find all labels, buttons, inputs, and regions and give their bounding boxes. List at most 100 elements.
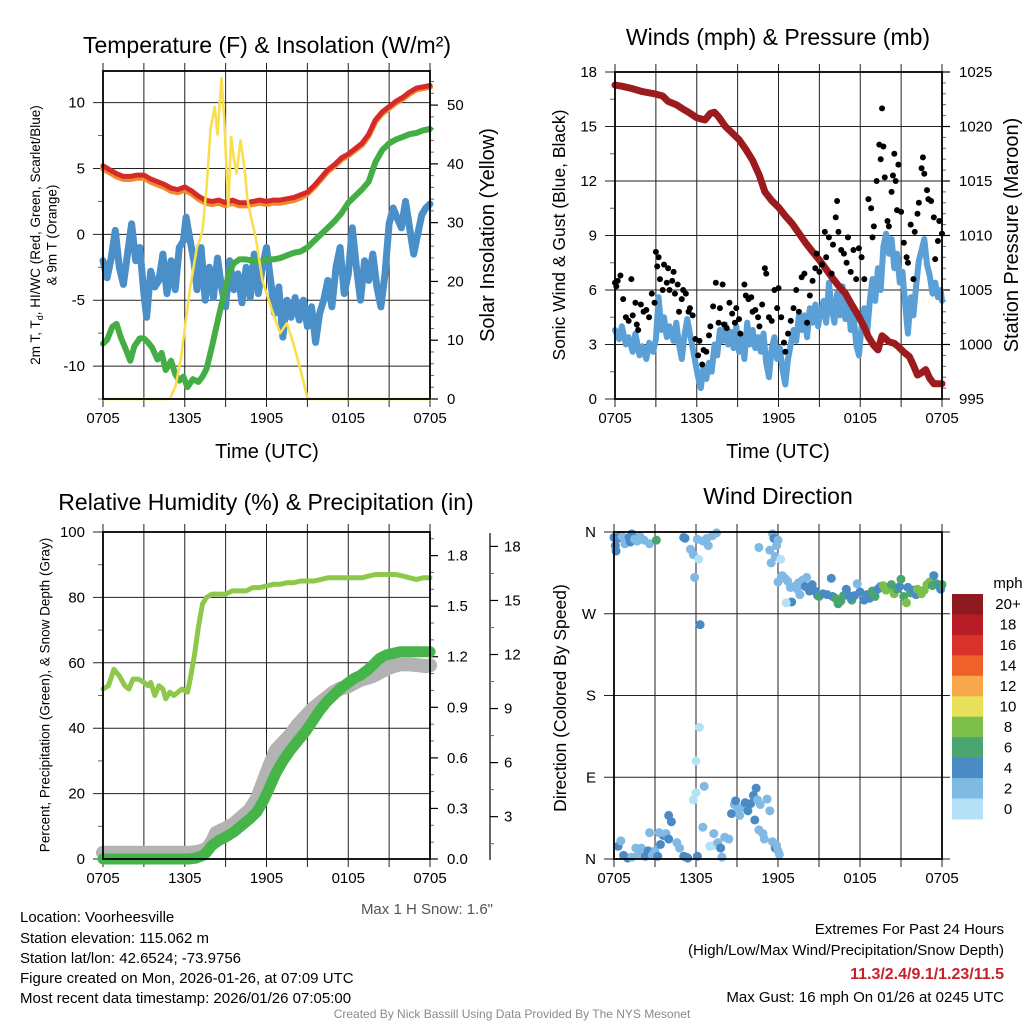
gust-point	[785, 330, 792, 337]
y2-tick-label: 1010	[959, 228, 992, 245]
gust-point	[756, 323, 763, 330]
colorbar-title: mph	[993, 575, 1022, 592]
gust-point	[877, 156, 884, 163]
plot-frame	[613, 531, 943, 860]
gust-point	[768, 317, 775, 324]
wind-direction-point	[766, 558, 776, 568]
gust-point	[737, 330, 744, 337]
gust-point	[723, 325, 730, 332]
gust-point	[865, 196, 872, 203]
gust-point	[911, 228, 918, 235]
colorbar-swatch	[952, 594, 983, 615]
gust-point	[825, 234, 832, 241]
wind-direction-point	[611, 546, 621, 556]
colorbar-label: 8	[1004, 719, 1012, 736]
direction-y-axis-title: Direction (Colored By Speed)	[550, 584, 570, 812]
gust-point	[696, 337, 703, 344]
gust-point	[752, 306, 759, 313]
gust-point	[934, 237, 941, 244]
y-tick-label: 0	[77, 226, 85, 243]
y3-tick-label: 12	[504, 647, 521, 664]
y-tick-label: E	[586, 769, 596, 786]
y-tick-label: 40	[68, 720, 85, 737]
y2-tick-label: 50	[447, 97, 464, 114]
gust-point	[637, 301, 644, 308]
gust-point	[729, 310, 736, 317]
dewpoint_2m-line	[100, 126, 433, 391]
sonic_wind-line	[612, 230, 945, 392]
y2-tick-label: 1025	[959, 64, 992, 81]
y2-tick-label: 1020	[959, 119, 992, 136]
gust-point	[790, 305, 797, 312]
gust-point	[726, 299, 733, 306]
x-tick-label: 0705	[925, 870, 958, 887]
x-tick-label: 0105	[843, 870, 876, 887]
gust-point	[870, 223, 877, 230]
wind-direction-point	[870, 591, 880, 601]
wind-direction-point	[750, 815, 760, 825]
gust-point	[936, 217, 943, 224]
wind-direction-point	[751, 783, 761, 793]
y-tick-label: 12	[580, 173, 597, 190]
speed-colorbar: mph 20+ 18 16 14 12 10 8 6 4 2 0	[952, 575, 1023, 820]
wind-direction-point	[754, 542, 764, 552]
gust-point	[879, 105, 886, 112]
colorbar-label: 6	[1004, 739, 1012, 756]
wind-direction-point	[695, 620, 705, 630]
temperature-chart-title: Temperature (F) & Insolation (W/m²)	[83, 32, 451, 58]
colorbar-label: 18	[1000, 617, 1017, 634]
x-tick-label: 1305	[168, 410, 201, 427]
wind-direction-point	[772, 840, 782, 850]
wind-direction-point	[698, 822, 708, 832]
snow_depth-line	[96, 657, 437, 860]
station_pressure-line	[611, 81, 946, 388]
gust-point	[643, 306, 650, 313]
gust-point	[914, 210, 921, 217]
y2-tick-label: 0	[447, 391, 455, 408]
y2-tick-label: 1000	[959, 337, 992, 354]
y2-tick-label: 30	[447, 215, 464, 232]
y2-tick-label: 0.6	[447, 750, 468, 767]
humidity-y-axis-title: Percent, Precipitation (Green), & Snow D…	[38, 538, 53, 852]
gust-point	[861, 276, 868, 283]
wind-direction-point	[724, 834, 734, 844]
wind-direction-point	[694, 554, 704, 564]
wind-direction-point	[765, 545, 775, 555]
wind-direction-point	[852, 579, 862, 589]
y-tick-label: -5	[72, 292, 85, 309]
ylabel-part: 2m T, T	[28, 320, 43, 365]
y-tick-label: 0	[589, 391, 597, 408]
gust-point	[793, 287, 800, 293]
wind-direction-point	[675, 843, 685, 853]
gust-point	[816, 268, 823, 275]
x-tick-label: 1305	[168, 870, 201, 887]
y-tick-label: -10	[63, 358, 85, 375]
gust-point	[666, 287, 673, 293]
wind-direction-point	[802, 572, 812, 582]
gust-point	[853, 276, 860, 283]
colorbar-swatch	[952, 798, 983, 820]
wind-direction-point	[655, 839, 665, 849]
gust-point	[775, 285, 782, 292]
gust-point	[759, 301, 766, 308]
winds-x-axis-title: Time (UTC)	[726, 441, 830, 463]
y2-tick-label: 10	[447, 332, 464, 349]
gust-point	[850, 247, 857, 254]
gust-point	[924, 187, 931, 194]
gust-point	[656, 276, 663, 283]
wind-direction-point	[683, 853, 693, 863]
y-tick-label: 20	[68, 786, 85, 803]
gust-point	[654, 263, 661, 270]
gust-point	[910, 276, 917, 283]
wind-direction-point	[826, 573, 836, 583]
wind-direction-point	[755, 800, 765, 809]
y-tick-label: 0	[77, 851, 85, 868]
gust-point	[828, 270, 835, 277]
wind-direction-point	[699, 781, 709, 791]
y2-tick-label: 1005	[959, 282, 992, 299]
gust-point	[661, 261, 668, 268]
y3-tick-label: 6	[504, 755, 512, 772]
gust-point	[703, 348, 710, 355]
ylabel-subscript: d	[35, 315, 45, 320]
